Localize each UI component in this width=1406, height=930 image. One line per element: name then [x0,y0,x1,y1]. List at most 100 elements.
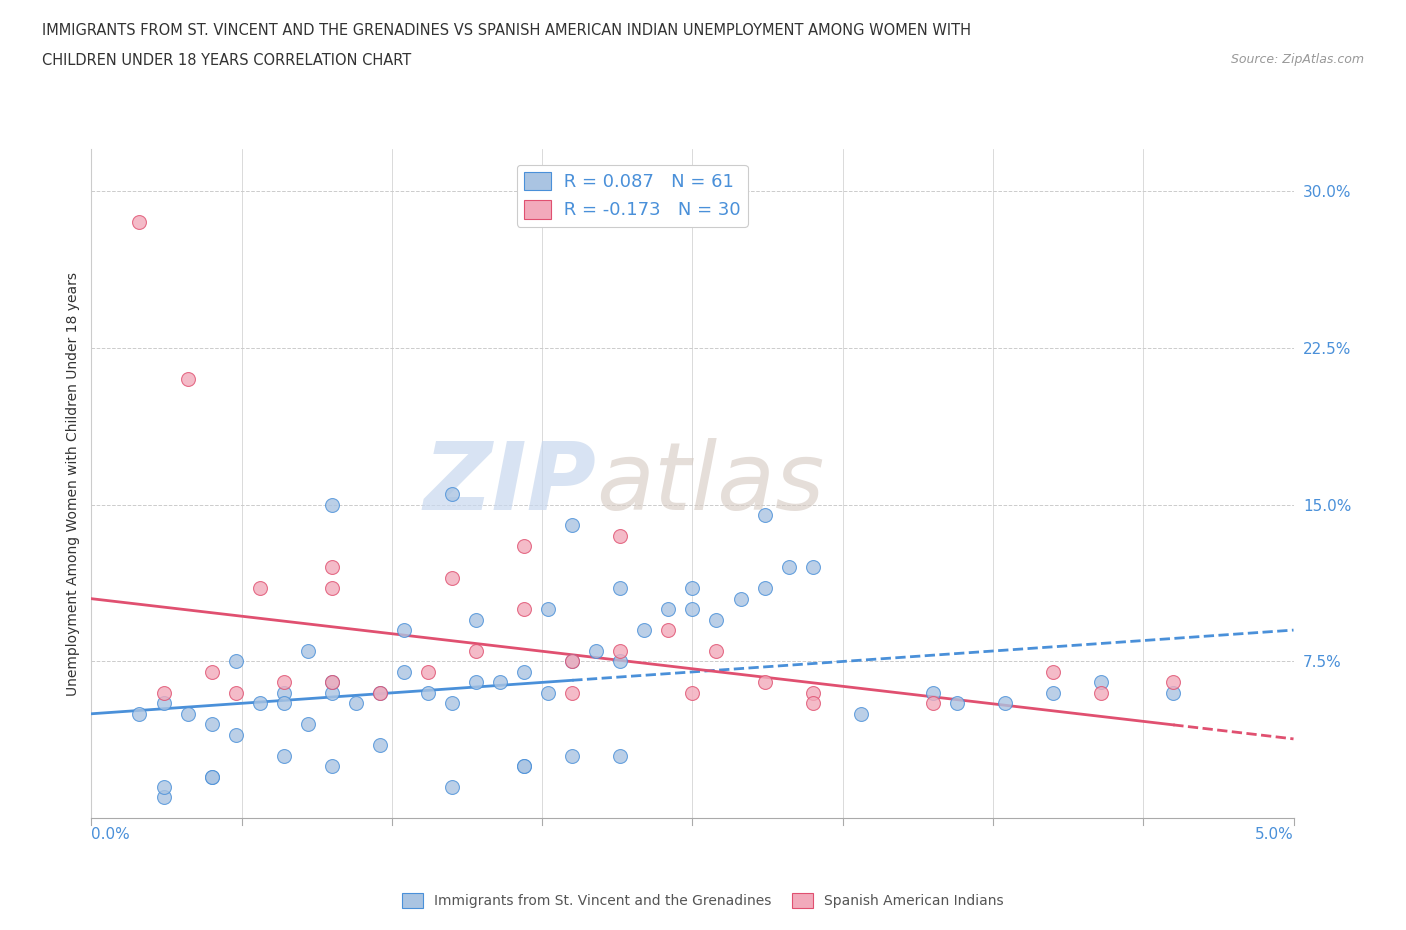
Point [321,560,343,575]
Point [1161,685,1184,700]
Text: Source: ZipAtlas.com: Source: ZipAtlas.com [1230,53,1364,66]
Point [585,644,607,658]
Point [1042,664,1064,679]
Point [561,748,583,763]
Point [273,696,295,711]
Point [801,560,824,575]
Point [561,518,583,533]
Point [321,675,343,690]
Point [801,685,824,700]
Point [561,654,583,669]
Point [513,602,536,617]
Point [128,215,150,230]
Point [176,707,198,722]
Point [681,685,703,700]
Point [225,654,247,669]
Point [706,644,728,658]
Point [609,644,631,658]
Point [416,685,439,700]
Legend: Immigrants from St. Vincent and the Grenadines, Spanish American Indians: Immigrants from St. Vincent and the Gren… [396,888,1010,914]
Point [1161,675,1184,690]
Point [440,486,463,501]
Point [681,602,703,617]
Point [609,748,631,763]
Legend:  R = 0.087   N = 61,  R = -0.173   N = 30: R = 0.087 N = 61, R = -0.173 N = 30 [516,165,748,227]
Point [609,654,631,669]
Point [754,580,776,596]
Point [440,779,463,794]
Point [273,748,295,763]
Text: 5.0%: 5.0% [1254,827,1294,842]
Point [561,685,583,700]
Point [465,675,488,690]
Point [537,685,560,700]
Text: CHILDREN UNDER 18 YEARS CORRELATION CHART: CHILDREN UNDER 18 YEARS CORRELATION CHAR… [42,53,412,68]
Point [225,727,247,742]
Point [1042,685,1064,700]
Point [368,737,391,752]
Point [249,580,271,596]
Point [1090,685,1112,700]
Point [368,685,391,700]
Text: ZIP: ZIP [423,438,596,529]
Point [946,696,969,711]
Point [513,539,536,554]
Point [225,685,247,700]
Point [609,528,631,543]
Point [465,612,488,627]
Point [297,644,319,658]
Point [321,498,343,512]
Point [152,696,174,711]
Text: atlas: atlas [596,438,824,529]
Point [922,685,945,700]
Point [609,580,631,596]
Point [513,664,536,679]
Point [321,759,343,774]
Text: 0.0%: 0.0% [91,827,131,842]
Point [321,675,343,690]
Point [152,790,174,805]
Point [392,623,415,638]
Point [754,508,776,523]
Point [849,707,872,722]
Point [537,602,560,617]
Point [273,685,295,700]
Point [730,591,752,606]
Point [344,696,367,711]
Point [440,696,463,711]
Point [201,769,224,784]
Point [416,664,439,679]
Point [440,570,463,585]
Point [513,759,536,774]
Point [128,707,150,722]
Point [176,372,198,387]
Point [633,623,655,638]
Point [754,675,776,690]
Point [465,644,488,658]
Point [321,580,343,596]
Point [778,560,800,575]
Point [1090,675,1112,690]
Point [489,675,512,690]
Point [152,779,174,794]
Point [922,696,945,711]
Point [392,664,415,679]
Point [657,602,679,617]
Text: IMMIGRANTS FROM ST. VINCENT AND THE GRENADINES VS SPANISH AMERICAN INDIAN UNEMPL: IMMIGRANTS FROM ST. VINCENT AND THE GREN… [42,23,972,38]
Point [297,717,319,732]
Point [561,654,583,669]
Point [681,580,703,596]
Point [513,759,536,774]
Point [201,769,224,784]
Point [321,685,343,700]
Point [994,696,1017,711]
Point [201,717,224,732]
Point [249,696,271,711]
Point [801,696,824,711]
Point [201,664,224,679]
Point [706,612,728,627]
Y-axis label: Unemployment Among Women with Children Under 18 years: Unemployment Among Women with Children U… [66,272,80,696]
Point [368,685,391,700]
Point [273,675,295,690]
Point [657,623,679,638]
